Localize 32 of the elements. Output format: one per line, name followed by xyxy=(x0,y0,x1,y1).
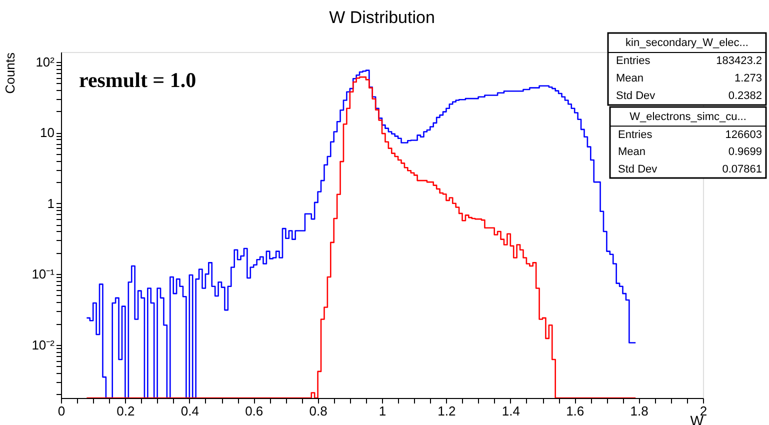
y-tick-label: 1 xyxy=(47,196,54,211)
chart-title: W Distribution xyxy=(329,8,435,27)
x-tick-label: 1.8 xyxy=(630,404,648,418)
annotation: Entries xyxy=(618,128,653,141)
x-tick-label: 0.2 xyxy=(116,404,135,418)
text: 183423.2 xyxy=(716,55,762,68)
y-tick-label: 10⁻¹ xyxy=(32,266,56,282)
x-tick-label: 1 xyxy=(378,404,386,418)
annotation: Std Dev xyxy=(616,90,656,102)
annotation: Entries xyxy=(616,55,651,68)
x-tick-label: 0.8 xyxy=(309,404,328,418)
annotation: Mean xyxy=(618,146,646,158)
x-tick-label: 0 xyxy=(58,404,66,418)
y-axis-title: Counts xyxy=(2,52,18,94)
text: 0.07861 xyxy=(722,163,762,176)
x-tick-label: 1.6 xyxy=(566,404,584,418)
x-tick-label: 0.4 xyxy=(180,404,199,418)
text: 0.2382 xyxy=(728,90,762,102)
y-tick-label: 10² xyxy=(36,54,56,70)
annotation: Mean xyxy=(616,72,644,85)
x-tick-label: 1.4 xyxy=(502,404,520,418)
text: 126603 xyxy=(725,128,762,141)
text: kin_secondary_W_elec... xyxy=(626,37,748,50)
annotation: W_electrons_simc_cu... xyxy=(630,110,746,123)
y-tick-label: 10⁻² xyxy=(32,337,56,352)
x-tick-label: 0.6 xyxy=(245,404,264,418)
y-tick-label: 10 xyxy=(40,125,54,140)
text: 0.9699 xyxy=(728,146,762,158)
annotation: Std Dev xyxy=(618,163,658,176)
x-tick-label: 1.2 xyxy=(438,404,456,418)
text: 1.273 xyxy=(734,72,762,85)
annotation: resmult = 1.0 xyxy=(79,68,196,92)
